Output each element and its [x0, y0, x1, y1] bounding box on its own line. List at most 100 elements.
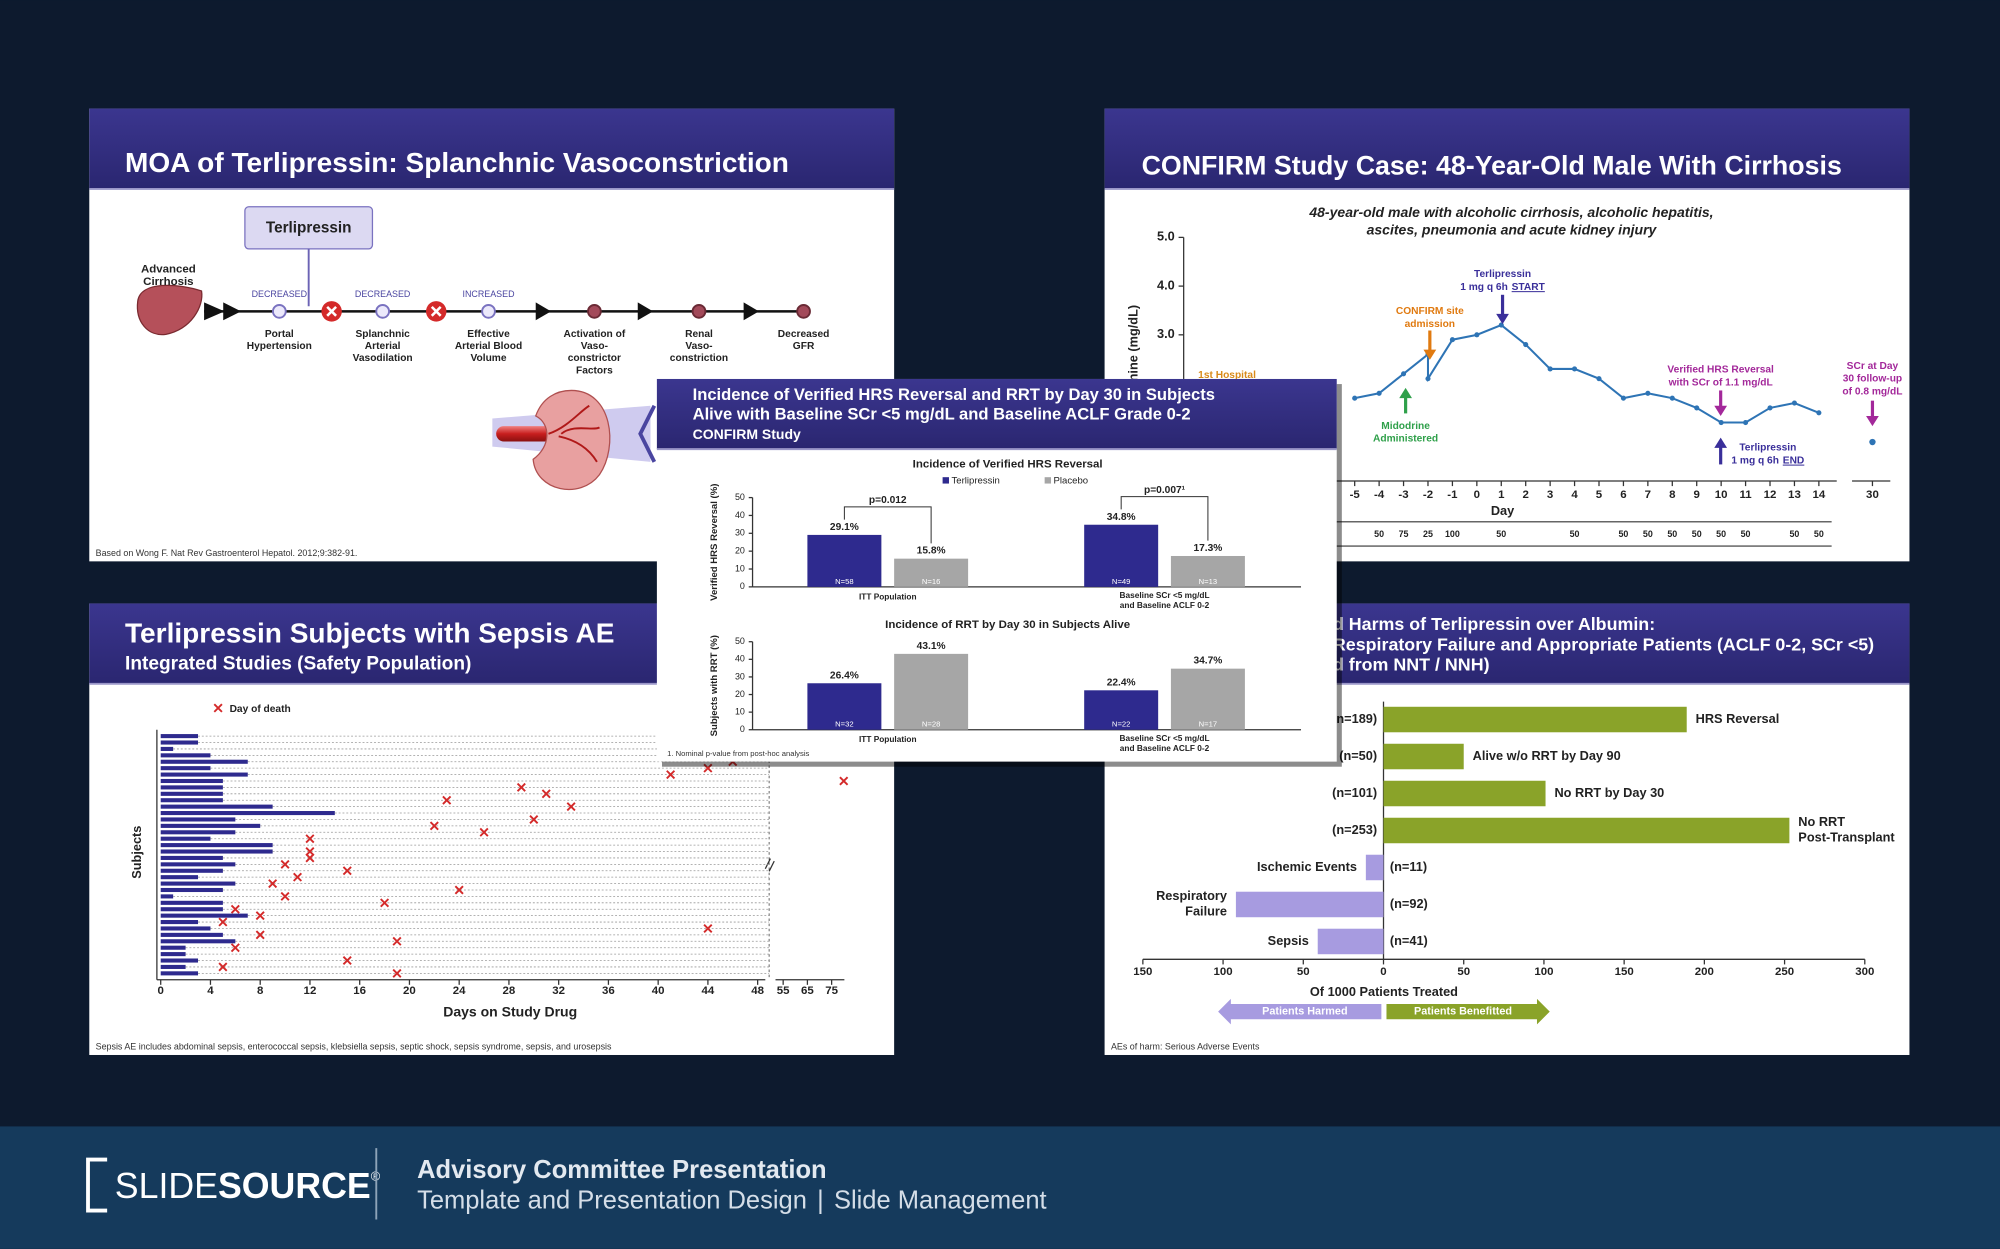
step-label: Portal	[265, 329, 294, 340]
chevron	[638, 404, 657, 463]
y-tick-label: 10	[735, 563, 745, 573]
step-label: constriction	[670, 353, 728, 364]
x-tick-label: 100	[1534, 966, 1553, 978]
data-point	[1523, 342, 1529, 348]
x-tick-label: 40	[652, 985, 665, 997]
x-tick-label: 8	[1669, 489, 1676, 501]
drug-label: Terlipressin	[266, 220, 352, 237]
x-tick-label: 14	[1812, 489, 1825, 501]
x-tick-label: 5	[1596, 489, 1603, 501]
legend-label: Placebo	[1054, 476, 1089, 487]
bar	[160, 952, 186, 957]
category-label: Failure	[1185, 904, 1227, 919]
data-point	[1669, 395, 1675, 401]
bar	[160, 881, 236, 886]
step-label: Factors	[576, 365, 613, 376]
start-label: Cirrhosis	[143, 276, 193, 288]
slide-title: CONFIRM Study	[693, 426, 801, 442]
death-marker	[666, 770, 676, 780]
footer-title: Advisory Committee Presentation	[417, 1156, 827, 1184]
death-marker	[280, 859, 290, 869]
step-label: Renal	[685, 329, 713, 340]
bar	[1383, 706, 1687, 733]
n-label: N=16	[922, 577, 940, 586]
value-label: (n=11)	[1390, 859, 1427, 874]
n-label: N=22	[1112, 720, 1130, 729]
y-tick-label: 20	[735, 689, 745, 699]
annotation-text: Midodrine	[1381, 421, 1430, 432]
x-tick-label: 24	[453, 985, 466, 997]
dose-value: 50	[1692, 529, 1702, 539]
step-label: Arterial Blood	[455, 341, 522, 352]
category-label: Post-Transplant	[1798, 830, 1895, 845]
bar	[160, 958, 199, 963]
x-tick-label: 20	[403, 985, 416, 997]
x-tick-label: 300	[1855, 966, 1874, 978]
slide-header	[656, 378, 1337, 450]
bar	[160, 798, 223, 803]
x-tick-label: 0	[1380, 966, 1386, 978]
p-value: p=0.007¹	[1144, 485, 1186, 496]
x-tick-label: 1	[1498, 489, 1505, 501]
x-tick-label: 200	[1695, 966, 1714, 978]
bar	[160, 920, 199, 925]
legend-label: Patients Harmed	[1262, 1005, 1347, 1017]
data-point	[1596, 376, 1602, 382]
value-label: (n=101)	[1332, 785, 1377, 800]
bar	[160, 734, 199, 739]
bar	[160, 939, 236, 944]
step-label: Arterial	[365, 341, 401, 352]
dose-value: 50	[1374, 529, 1384, 539]
bar	[160, 740, 199, 745]
x-axis-label: Days on Study Drug	[443, 1004, 577, 1020]
n-label: N=17	[1199, 720, 1217, 729]
n-label: N=49	[1112, 577, 1130, 586]
liver-icon	[136, 284, 203, 336]
annotation-text: 1st Hospital	[1198, 370, 1256, 381]
p-value: p=0.012	[869, 495, 907, 506]
followup-point	[1869, 438, 1876, 446]
y-tick-label: 20	[735, 546, 745, 556]
x-tick-label: 7	[1645, 489, 1651, 501]
slide-title: d from NNT / NNH)	[1333, 655, 1490, 675]
direction-arrow	[1218, 998, 1382, 1025]
step-label: Vasodilation	[353, 353, 413, 364]
data-point	[1376, 390, 1382, 396]
x-tick-label: 13	[1788, 489, 1801, 501]
slide-subtitle: ascites, pneumonia and acute kidney inju…	[1367, 222, 1658, 238]
death-marker	[703, 923, 713, 933]
value-label: 26.4%	[830, 670, 859, 681]
footer-subtitle: Template and Presentation Design | Slide M…	[417, 1186, 1047, 1214]
annotation-text: 1 mg q 6h START	[1460, 282, 1545, 293]
n-label: N=32	[835, 720, 853, 729]
annotation-text: 30 follow-up	[1843, 374, 1902, 385]
bar	[160, 894, 174, 899]
footer-subtitle-b: Slide Management	[834, 1186, 1047, 1214]
annotation-text: Terlipressin	[1739, 443, 1796, 454]
bar	[1365, 854, 1384, 881]
bar	[160, 913, 248, 918]
death-marker	[442, 795, 452, 805]
x-tick-label: ITT Population	[859, 734, 917, 744]
death-marker	[342, 866, 352, 876]
chart-title: Incidence of Verified HRS Reversal	[913, 458, 1103, 470]
step-label: Splanchnic	[355, 329, 410, 340]
bar	[160, 945, 186, 950]
annotation-key: START	[1512, 282, 1546, 293]
x-tick-label: Baseline SCr <5 mg/dL	[1120, 733, 1210, 743]
bar	[160, 926, 211, 931]
dose-value: 50	[1618, 529, 1628, 539]
bar	[160, 836, 211, 841]
y-tick-label: 40	[735, 654, 745, 664]
bar	[160, 875, 199, 880]
x-tick-label: 250	[1775, 966, 1794, 978]
death-marker	[230, 904, 240, 914]
category-label: Sepsis	[1268, 933, 1309, 948]
pathway-node	[375, 304, 390, 319]
bar	[160, 753, 211, 758]
y-axis-label: Verified HRS Reversal (%)	[709, 484, 720, 601]
death-marker	[479, 827, 489, 837]
x-tick-label: 4	[207, 985, 214, 997]
pathway-node	[481, 304, 496, 319]
